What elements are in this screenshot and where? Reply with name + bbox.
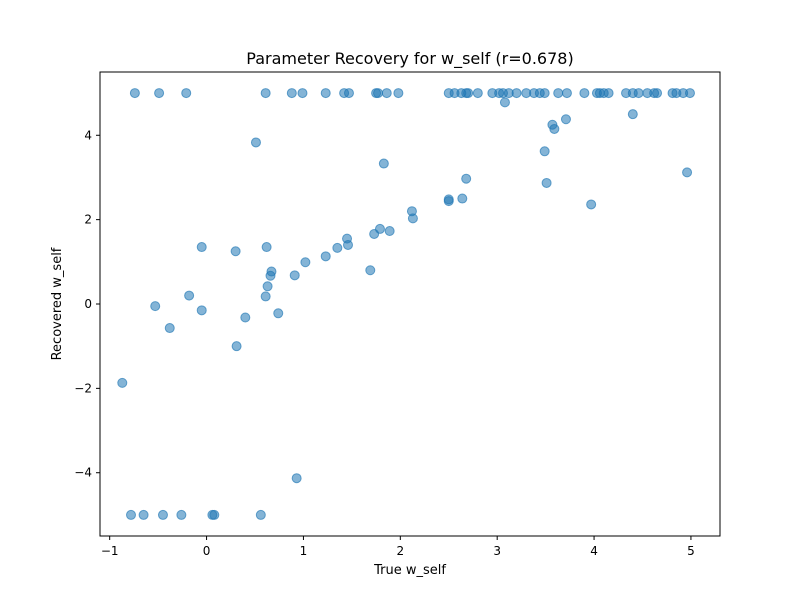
- data-point: [539, 88, 550, 99]
- data-point: [196, 242, 207, 253]
- data-point: [273, 308, 284, 319]
- data-point: [343, 239, 353, 250]
- data-point: [549, 123, 560, 134]
- y-tick-label: −2: [74, 381, 92, 395]
- data-point: [126, 509, 136, 520]
- x-axis-label: True w_self: [373, 563, 446, 578]
- data-point: [381, 88, 392, 99]
- data-point: [373, 88, 384, 99]
- plot-frame: [99, 71, 721, 537]
- data-point: [255, 509, 266, 520]
- data-point: [260, 291, 271, 302]
- data-point: [250, 137, 261, 148]
- data-point: [457, 193, 468, 204]
- data-point: [343, 88, 354, 99]
- x-tick-label: 5: [687, 544, 695, 558]
- data-point: [579, 88, 590, 99]
- data-point: [138, 509, 149, 520]
- y-tick-label: −4: [74, 466, 92, 480]
- data-point: [407, 213, 418, 224]
- data-point: [150, 301, 161, 312]
- data-point: [472, 88, 483, 99]
- data-point: [384, 226, 395, 237]
- data-point: [627, 109, 638, 120]
- data-point: [230, 246, 241, 257]
- data-point: [164, 323, 175, 334]
- data-point: [463, 88, 474, 99]
- data-point: [652, 88, 663, 99]
- data-point: [586, 199, 597, 210]
- data-point: [684, 88, 695, 99]
- data-point: [289, 270, 300, 281]
- data-point: [181, 88, 192, 99]
- data-point: [297, 88, 308, 99]
- data-point: [176, 509, 187, 520]
- y-axis: −4 −2 0 2 4: [74, 128, 100, 480]
- data-point: [300, 257, 311, 268]
- x-tick-label: 1: [300, 544, 308, 558]
- data-point: [117, 377, 128, 388]
- data-point: [157, 509, 168, 520]
- data-point: [541, 177, 552, 188]
- data-point: [365, 265, 376, 276]
- x-tick-label: 2: [396, 544, 404, 558]
- chart-title: Parameter Recovery for w_self (r=0.678): [246, 49, 573, 69]
- data-point: [261, 242, 272, 253]
- data-point: [320, 88, 331, 99]
- data-point: [332, 242, 343, 253]
- x-tick-label: −1: [101, 544, 119, 558]
- data-point: [265, 270, 276, 281]
- data-point: [240, 312, 251, 323]
- data-point: [369, 228, 380, 239]
- data-point: [378, 158, 389, 169]
- data-point: [184, 290, 195, 301]
- data-point: [560, 114, 571, 125]
- data-point: [209, 509, 220, 520]
- data-point: [393, 88, 404, 99]
- data-point: [553, 88, 564, 99]
- data-point: [461, 173, 472, 184]
- data-point: [561, 88, 572, 99]
- data-point: [603, 88, 614, 99]
- data-point: [682, 167, 693, 178]
- data-point: [154, 88, 165, 99]
- y-tick-label: 2: [84, 213, 92, 227]
- data-point: [320, 251, 331, 262]
- data-point: [443, 196, 454, 207]
- y-tick-label: 0: [84, 297, 92, 311]
- x-tick-label: 0: [203, 544, 211, 558]
- data-point: [291, 473, 302, 484]
- data-point: [262, 281, 273, 292]
- x-tick-label: 4: [590, 544, 598, 558]
- data-point: [260, 88, 271, 99]
- data-point: [511, 88, 522, 99]
- data-point: [633, 88, 644, 99]
- x-axis: −1 0 1 2 3 4 5: [101, 536, 695, 558]
- data-point: [129, 88, 140, 99]
- x-tick-label: 3: [493, 544, 501, 558]
- y-axis-label: Recovered w_self: [50, 247, 65, 360]
- data-point: [499, 97, 510, 108]
- data-point: [231, 341, 242, 352]
- data-point: [539, 146, 550, 157]
- data-points: [117, 88, 695, 520]
- data-point: [286, 88, 297, 99]
- data-point: [196, 305, 207, 316]
- y-tick-label: 4: [84, 128, 92, 142]
